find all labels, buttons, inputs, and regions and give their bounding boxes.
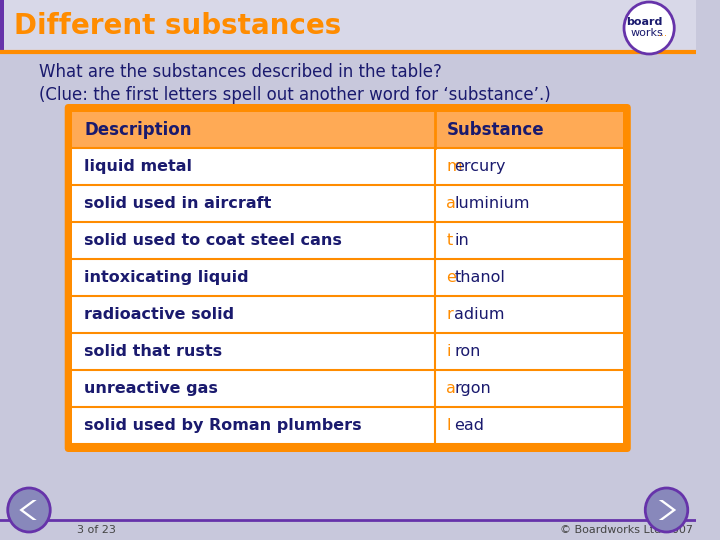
Text: t: t [446,233,453,248]
Text: e: e [446,270,456,285]
FancyBboxPatch shape [65,104,631,452]
Text: ...: ... [658,28,667,38]
FancyBboxPatch shape [73,185,623,222]
Text: © Boardworks Ltd 2007: © Boardworks Ltd 2007 [560,525,693,535]
Text: l: l [446,418,451,433]
Text: unreactive gas: unreactive gas [84,381,218,396]
Text: adium: adium [454,307,505,322]
Text: intoxicating liquid: intoxicating liquid [84,270,248,285]
FancyBboxPatch shape [73,407,623,444]
Text: a: a [446,381,456,396]
Text: board: board [626,17,662,27]
Text: (Clue: the first letters spell out another word for ‘substance’.): (Clue: the first letters spell out anoth… [39,86,550,104]
Text: solid that rusts: solid that rusts [84,344,222,359]
Text: rgon: rgon [454,381,491,396]
FancyBboxPatch shape [73,259,623,296]
Text: ercury: ercury [454,159,506,174]
Text: a: a [446,196,456,211]
Text: thanol: thanol [454,270,505,285]
Text: m: m [446,159,462,174]
FancyBboxPatch shape [0,0,4,52]
Text: solid used to coat steel cans: solid used to coat steel cans [84,233,342,248]
Text: Substance: Substance [446,121,544,139]
FancyBboxPatch shape [73,222,623,259]
Circle shape [8,488,50,532]
Text: What are the substances described in the table?: What are the substances described in the… [39,63,441,81]
FancyBboxPatch shape [73,112,623,148]
Circle shape [624,2,674,54]
Polygon shape [659,500,676,520]
Circle shape [645,488,688,532]
FancyBboxPatch shape [73,370,623,407]
FancyBboxPatch shape [73,296,623,333]
Text: r: r [446,307,453,322]
FancyBboxPatch shape [0,0,696,52]
FancyBboxPatch shape [73,333,623,370]
Text: i: i [446,344,451,359]
Text: in: in [454,233,469,248]
FancyBboxPatch shape [73,148,623,185]
Text: Different substances: Different substances [14,12,341,40]
Text: solid used in aircraft: solid used in aircraft [84,196,271,211]
Text: luminium: luminium [454,196,530,211]
Text: radioactive solid: radioactive solid [84,307,234,322]
Text: liquid metal: liquid metal [84,159,192,174]
Text: works: works [631,28,664,38]
Polygon shape [19,500,37,520]
Text: ron: ron [454,344,481,359]
Text: Description: Description [84,121,192,139]
Text: ead: ead [454,418,485,433]
Text: solid used by Roman plumbers: solid used by Roman plumbers [84,418,361,433]
Text: 3 of 23: 3 of 23 [77,525,116,535]
